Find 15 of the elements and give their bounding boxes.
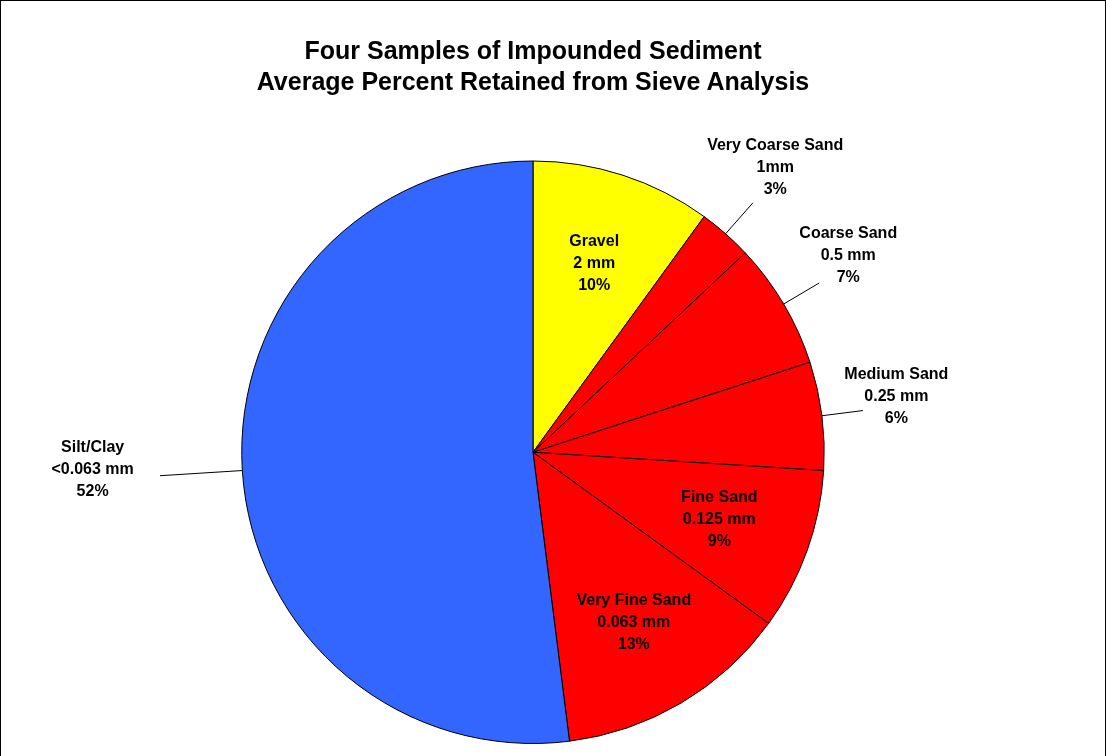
data-label: 52% — [76, 482, 109, 500]
data-label: 10% — [578, 276, 611, 294]
slice-label: Very Coarse Sand 1mm — [707, 135, 844, 175]
data-label: 3% — [763, 179, 787, 197]
chart-title: Four Samples of Impounded Sediment Average Percent Retained from Sieve Analysis — [256, 35, 810, 95]
data-label: 7% — [836, 268, 860, 286]
slice-label: Fine Sand 0.125 mm — [681, 487, 758, 527]
slice-label: Gravel 2 mm — [569, 232, 620, 272]
slice-label: Coarse Sand 0.5 mm — [799, 224, 898, 264]
slice-label: Silt/Clay <0.063 mm — [51, 438, 134, 478]
slice-label: Very Fine Sand 0.063 mm — [576, 591, 692, 631]
data-label: 6% — [884, 408, 908, 426]
data-label: 13% — [617, 635, 650, 653]
data-label: 9% — [707, 531, 731, 549]
slice-label: Medium Sand 0.25 mm — [844, 364, 949, 404]
